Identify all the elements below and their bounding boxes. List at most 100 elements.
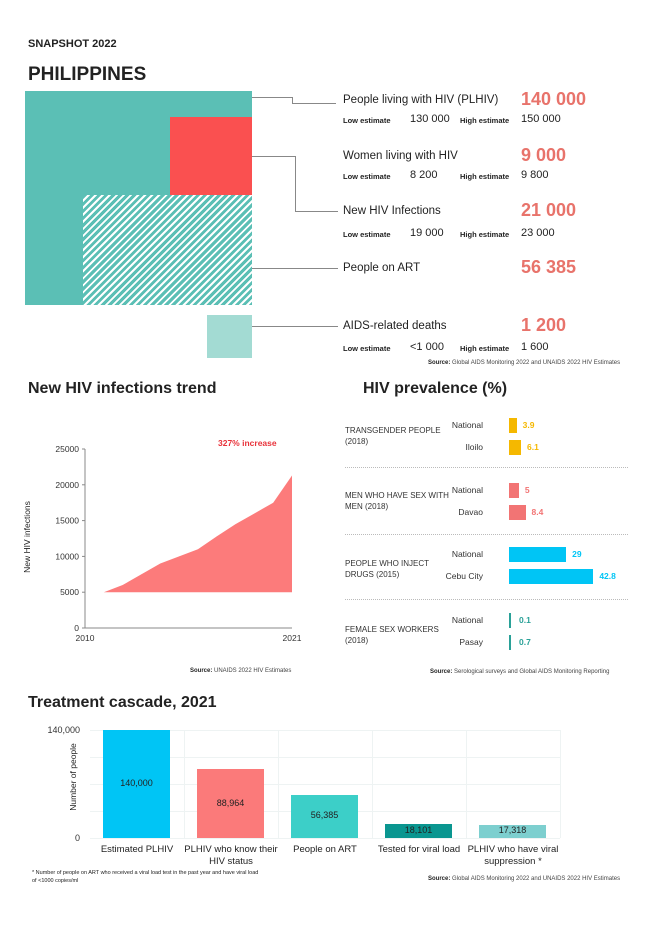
country-title: PHILIPPINES — [28, 64, 147, 85]
prevalence-bar — [509, 547, 567, 562]
cascade-bar — [291, 794, 358, 838]
high-estimate-label: High estimate — [460, 172, 510, 181]
cascade-category-label: People on ART — [293, 844, 357, 855]
cascade-category-label: Tested for viral load — [377, 844, 461, 855]
cascade-gridline — [90, 757, 560, 758]
prevalence-value: 0.7 — [519, 637, 531, 647]
cascade-bar — [479, 824, 546, 838]
prevalence-value: 3.9 — [522, 420, 535, 430]
prevalence-bar-name: Iloilo — [465, 442, 483, 452]
prevalence-bar-name: National — [451, 420, 483, 430]
high-estimate-label: High estimate — [460, 344, 510, 353]
cascade-category-label: PLHIV who have viral suppression * — [467, 844, 559, 867]
cascade-category-label: PLHIV who know their HIV status — [184, 844, 278, 867]
women-label: Women living with HIV — [343, 150, 458, 162]
new-infections-high: 23 000 — [521, 227, 555, 239]
cascade-bar — [103, 730, 170, 838]
trend-y-tick-label: 10000 — [55, 551, 79, 561]
prevalence-bar-name: Pasay — [459, 637, 483, 647]
women-square — [170, 117, 252, 195]
prevalence-value: 8.4 — [531, 507, 544, 517]
prevalence-bar — [509, 483, 519, 498]
prevalence-value: 42.8 — [599, 571, 616, 581]
prevalence-bar — [509, 505, 526, 520]
prevalence-bar — [509, 569, 594, 584]
source-note: Source: Global AIDS Monitoring 2022 and … — [428, 360, 621, 366]
cascade-footnote: * Number of people on ART who received a… — [32, 870, 259, 884]
trend-title: New HIV infections trend — [28, 380, 217, 397]
prevalence-bar-name: National — [451, 615, 483, 625]
cascade-bar-label: 17,318 — [498, 825, 527, 836]
deaths-low: <1 000 — [410, 341, 444, 353]
prevalence-divider — [345, 467, 628, 468]
snapshot-label: SNAPSHOT 2022 — [28, 38, 117, 50]
prevalence-group-label: MEN WHO HAVE SEX WITH MEN (2018) — [345, 491, 449, 511]
cascade-gridline — [372, 730, 373, 838]
plhiv-value: 140 000 — [521, 89, 587, 109]
trend-x-tick-label: 2010 — [76, 633, 95, 643]
cascade-bar — [385, 824, 452, 838]
cascade-source: Source: Global AIDS Monitoring 2022 and … — [428, 876, 621, 882]
connector-line — [252, 268, 338, 269]
prevalence-group-label: PEOPLE WHO INJECT DRUGS (2015) — [345, 559, 429, 579]
connector-line — [252, 326, 338, 327]
connector-line — [295, 211, 338, 212]
cascade-bar-label: 18,101 — [404, 825, 433, 836]
low-estimate-label: Low estimate — [343, 230, 391, 239]
trend-annotation: 327% increase — [218, 438, 277, 448]
cascade-title: Treatment cascade, 2021 — [28, 694, 217, 711]
cascade-gridline — [90, 784, 560, 785]
cascade-category-label: Estimated PLHIV — [100, 844, 174, 855]
prevalence-divider — [345, 534, 628, 535]
new-infections-low: 19 000 — [410, 227, 444, 239]
plhiv-high: 150 000 — [521, 113, 561, 125]
prevalence-bar-name: National — [451, 549, 483, 559]
cascade-bar-label: 88,964 — [216, 797, 245, 808]
connector-line — [252, 156, 295, 157]
prevalence-value: 5 — [524, 485, 530, 495]
art-value: 56 385 — [521, 257, 577, 277]
deaths-label: AIDS-related deaths — [343, 320, 447, 332]
plhiv-low: 130 000 — [410, 113, 450, 125]
prevalence-divider — [345, 599, 628, 600]
trend-y-tick-label: 20000 — [55, 480, 79, 490]
trend-y-tick-label: 25000 — [55, 444, 79, 454]
art-label: People on ART — [343, 262, 421, 274]
cascade-gridline — [560, 730, 561, 838]
cascade-bar — [197, 769, 264, 838]
prevalence-bar-name: Davao — [458, 507, 483, 517]
deaths-high: 1 600 — [521, 341, 549, 353]
women-high: 9 800 — [521, 169, 549, 181]
women-value: 9 000 — [521, 145, 567, 165]
prevalence-group-label: FEMALE SEX WORKERS (2018) — [345, 625, 439, 645]
plhiv-label: People living with HIV (PLHIV) — [343, 94, 499, 106]
connector-line — [292, 97, 293, 104]
women-low: 8 200 — [410, 169, 438, 181]
high-estimate-label: High estimate — [460, 116, 510, 125]
low-estimate-label: Low estimate — [343, 172, 391, 181]
high-estimate-label: High estimate — [460, 230, 510, 239]
prevalence-group-label: TRANSGENDER PEOPLE (2018) — [345, 426, 441, 446]
low-estimate-label: Low estimate — [343, 344, 391, 353]
cascade-gridline — [466, 730, 467, 838]
cascade-gridline — [90, 838, 560, 839]
cascade-y-tick: 0 — [74, 833, 80, 843]
cascade-gridline — [184, 730, 185, 838]
trend-x-tick-label: 2021 — [283, 633, 302, 643]
new-infections-value: 21 000 — [521, 200, 577, 220]
trend-y-tick-label: 15000 — [55, 516, 79, 526]
cascade-y-label: Number of people — [68, 743, 78, 811]
connector-line — [292, 103, 336, 104]
deaths-value: 1 200 — [521, 315, 567, 335]
new-infections-label: New HIV Infections — [343, 205, 441, 217]
prevalence-bar — [509, 440, 522, 455]
prevalence-value: 6.1 — [527, 442, 539, 452]
new-infections-hatched-square — [83, 195, 252, 305]
cascade-bar-label: 140,000 — [120, 778, 153, 788]
connector-line — [252, 97, 293, 98]
cascade-y-tick: 140,000 — [47, 725, 80, 735]
cascade-gridline — [278, 730, 279, 838]
low-estimate-label: Low estimate — [343, 116, 391, 125]
prevalence-value: 0.1 — [519, 615, 531, 625]
